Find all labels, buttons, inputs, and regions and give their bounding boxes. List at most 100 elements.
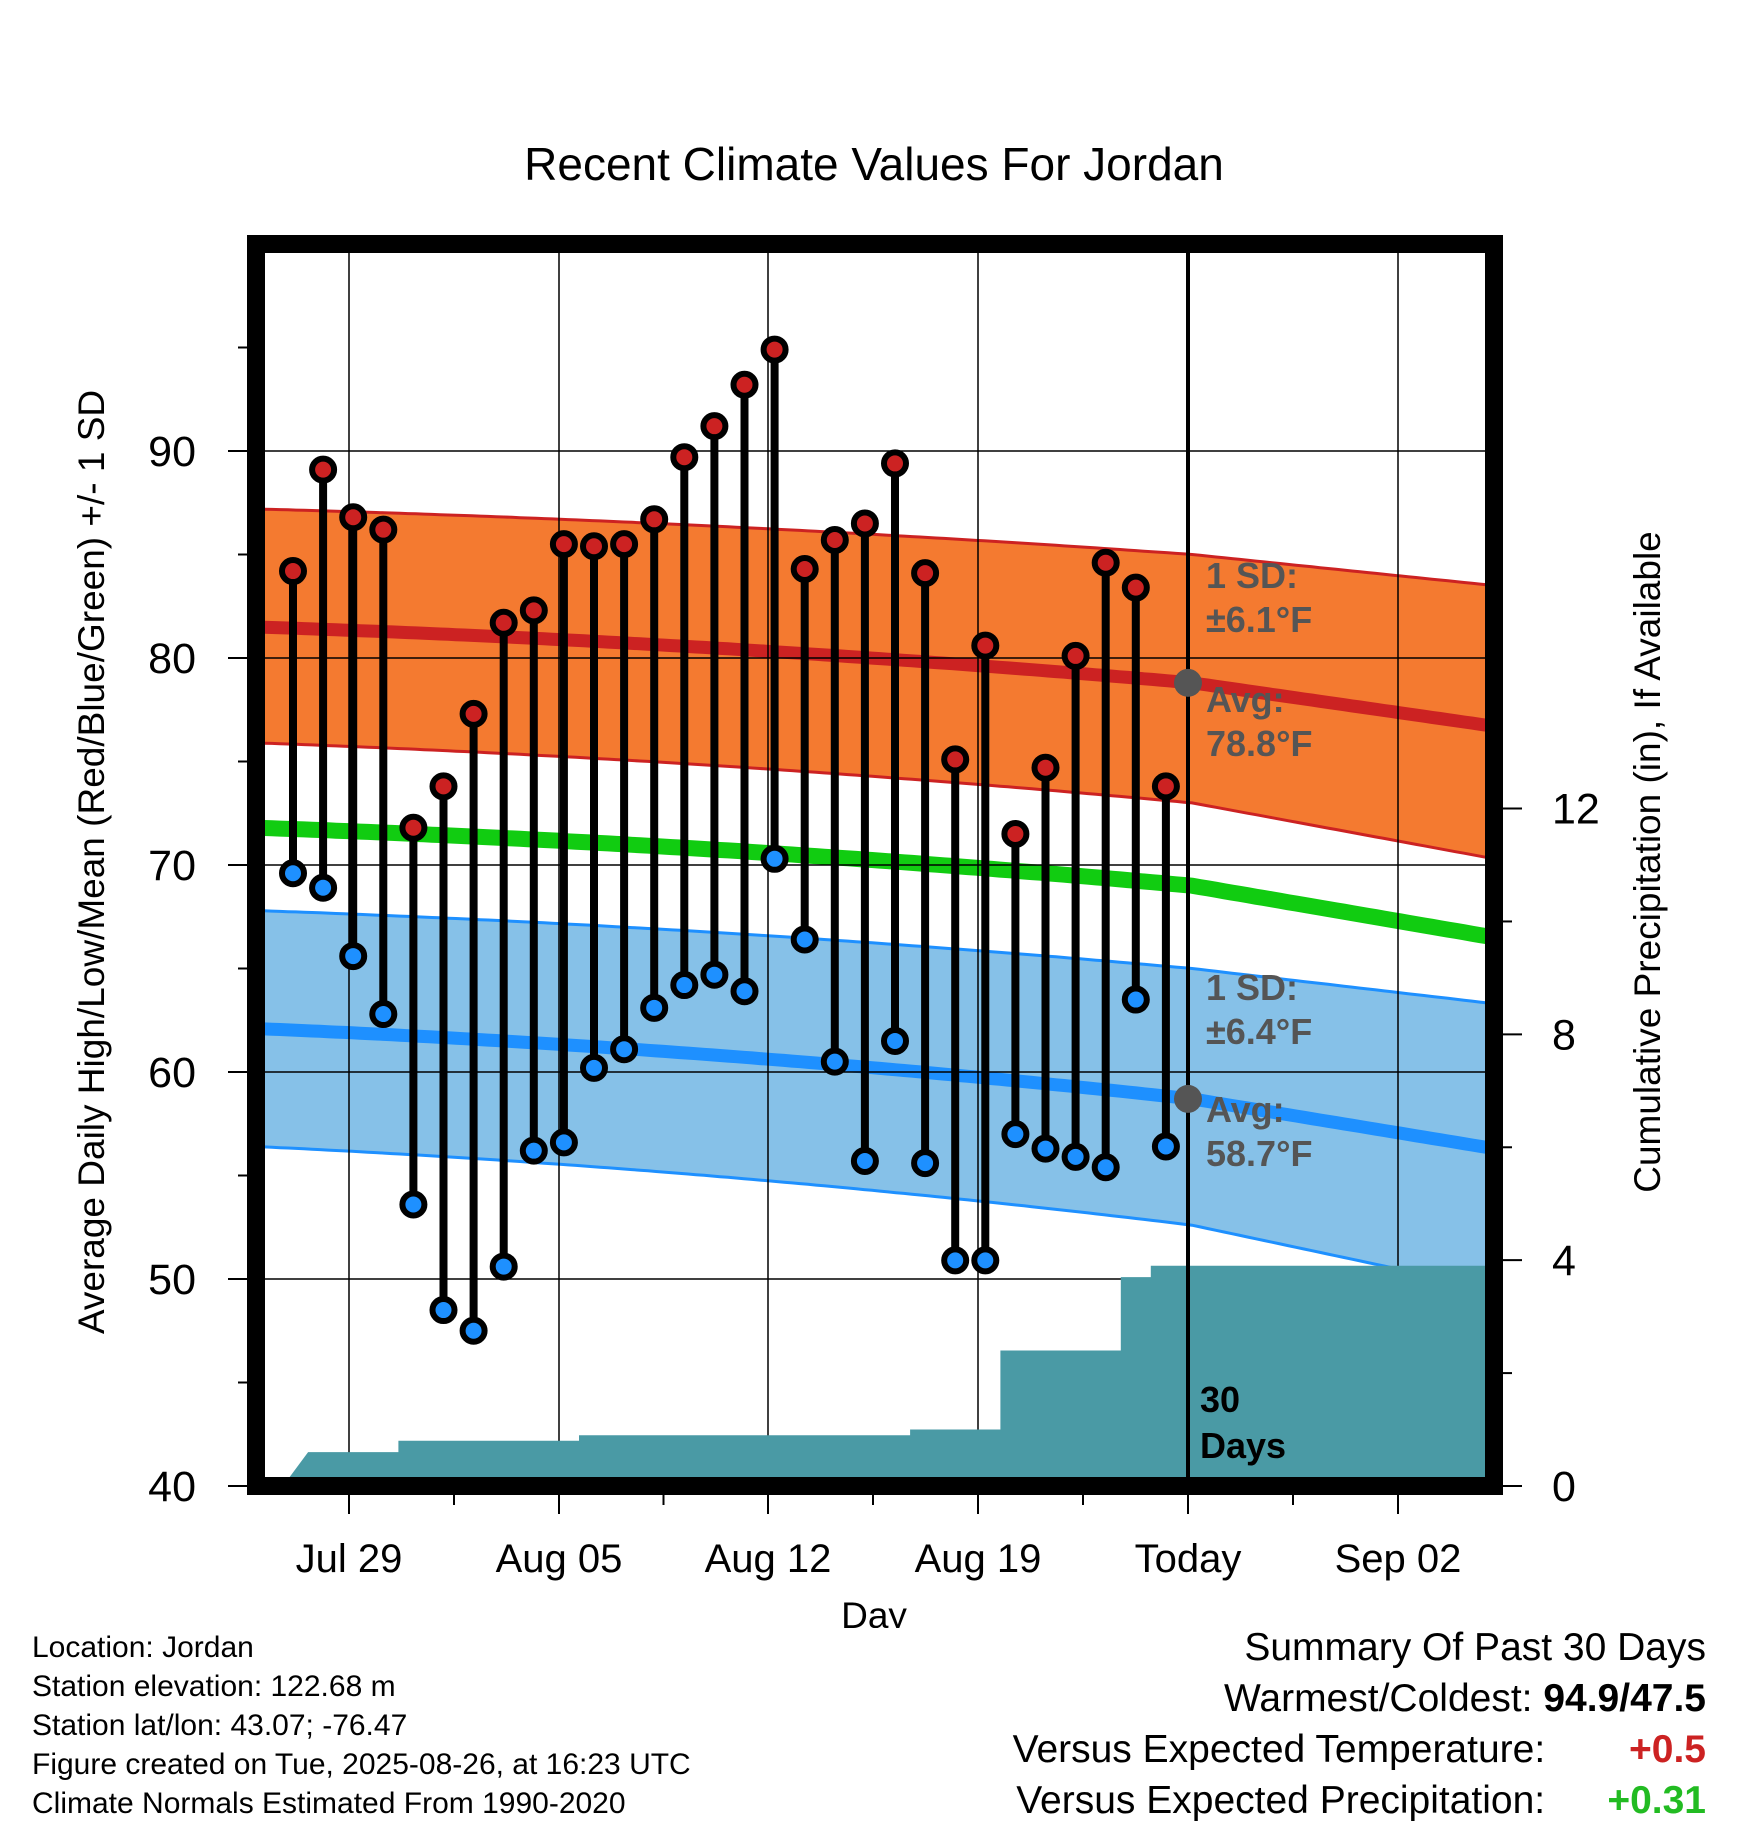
high-point xyxy=(1091,548,1120,577)
x-tick-label: Aug 12 xyxy=(705,1537,832,1581)
low-point xyxy=(549,1128,578,1157)
low-point xyxy=(399,1190,428,1219)
high-point xyxy=(489,608,518,637)
y-tick-label-right: 12 xyxy=(1552,786,1600,834)
x-tick-label: Aug 05 xyxy=(496,1537,623,1581)
low-point xyxy=(1121,985,1150,1014)
high-sd-upper-line xyxy=(256,507,1494,588)
low-point xyxy=(580,1053,608,1082)
high-point xyxy=(580,532,608,561)
temp-label: Versus Expected Temperature: xyxy=(1012,1728,1546,1771)
location-text: Location: Jordan xyxy=(32,1631,254,1664)
low-point xyxy=(911,1149,940,1178)
y-tick-label-left: 90 xyxy=(148,428,196,476)
low-point xyxy=(790,925,819,954)
high-point xyxy=(309,455,338,484)
high-point xyxy=(549,530,578,559)
warmest-value: 94.9/47.5 xyxy=(1543,1677,1706,1720)
today-low-avg-marker xyxy=(1174,1084,1202,1113)
low-point xyxy=(730,977,759,1006)
y-tick-label-left: 60 xyxy=(148,1049,196,1097)
low-point xyxy=(1151,1132,1180,1161)
high-point xyxy=(790,554,819,583)
low-point xyxy=(610,1035,639,1064)
low-avg-label: Avg: xyxy=(1206,1089,1285,1130)
high-sd-label: 1 SD: xyxy=(1206,555,1298,596)
high-point xyxy=(279,557,307,586)
low-point xyxy=(640,993,669,1022)
high-avg-label: Avg: xyxy=(1206,679,1285,720)
high-point xyxy=(850,509,879,538)
precip-label: Versus Expected Precipitation: xyxy=(1016,1779,1546,1822)
precip-area xyxy=(283,1265,1494,1486)
plot-frame xyxy=(247,235,1503,1495)
low-point xyxy=(459,1316,488,1345)
temp-value: +0.5 xyxy=(1629,1728,1706,1771)
high-point xyxy=(911,559,940,588)
summary-temp-row: Versus Expected Temperature: +0.5 xyxy=(1013,1724,1706,1775)
y-tick-label-right: 4 xyxy=(1552,1237,1576,1285)
high-sd-lower-line xyxy=(256,741,1494,861)
y-tick-label-right: 8 xyxy=(1552,1011,1576,1059)
high-point xyxy=(610,530,639,559)
low-point xyxy=(850,1147,879,1176)
axes: 40 50 60 70 80 90 0 4 8 12 Jul 29 Aug 05 Aug 12 Aug 1… xyxy=(148,235,1600,1581)
high-point xyxy=(730,370,759,399)
normals-text: Climate Normals Estimated From 1990-2020 xyxy=(32,1787,626,1820)
high-point xyxy=(369,515,398,544)
low-sd-lower-line xyxy=(256,1145,1494,1291)
elevation-text: Station elevation: 122.68 m xyxy=(32,1670,396,1703)
high-point xyxy=(640,505,669,534)
climate-chart: Recent Climate Values For Jordan 1 SD:±6… xyxy=(71,138,1668,1628)
x-tick-label: Today xyxy=(1135,1537,1242,1581)
y-tick-label-left: 70 xyxy=(148,842,196,890)
low-point xyxy=(1001,1120,1030,1149)
high-point xyxy=(1031,753,1060,782)
y-tick-label-left: 40 xyxy=(148,1463,196,1511)
y-tick-label-left: 50 xyxy=(148,1256,196,1304)
low-point xyxy=(941,1246,970,1275)
high-point xyxy=(1151,772,1180,801)
high-sd-value: ±6.1°F xyxy=(1206,599,1312,640)
low-point xyxy=(971,1246,1000,1275)
low-avg-value: 58.7°F xyxy=(1206,1133,1312,1174)
low-point xyxy=(309,873,338,902)
high-point xyxy=(459,699,488,728)
summary-warmest-row: Warmest/Coldest: 94.9/47.5 xyxy=(1013,1673,1706,1724)
high-point xyxy=(760,335,789,364)
x-tick-label: Aug 19 xyxy=(915,1537,1042,1581)
x-tick-label: Jul 29 xyxy=(296,1537,403,1581)
days-text-label: Days xyxy=(1200,1425,1286,1466)
high-point xyxy=(1121,573,1150,602)
warmest-label: Warmest/Coldest: xyxy=(1224,1677,1533,1720)
low-point xyxy=(760,844,789,873)
high-point xyxy=(700,412,729,441)
y-axis-label-left: Average Daily High/Low/Mean (Red/Blue/Gr… xyxy=(71,390,112,1334)
low-sd-value: ±6.4°F xyxy=(1206,1011,1312,1052)
low-point xyxy=(519,1136,548,1165)
high-point xyxy=(820,526,849,555)
y-tick-label-left: 80 xyxy=(148,635,196,683)
low-point xyxy=(700,960,729,989)
high-point xyxy=(971,631,1000,660)
low-point xyxy=(279,859,307,888)
low-point xyxy=(670,971,699,1000)
low-point xyxy=(820,1047,849,1076)
station-info: Location: Jordan Station elevation: 122.… xyxy=(32,1628,691,1823)
high-point xyxy=(339,503,368,532)
low-sd-upper-line xyxy=(256,909,1494,1006)
high-point xyxy=(941,745,970,774)
chart-title: Recent Climate Values For Jordan xyxy=(524,138,1224,190)
high-point xyxy=(1061,641,1090,670)
high-point xyxy=(1001,819,1030,848)
low-point xyxy=(369,1000,398,1029)
low-point xyxy=(339,942,368,971)
summary-title: Summary Of Past 30 Days xyxy=(1244,1626,1706,1669)
high-point xyxy=(399,813,428,842)
created-text: Figure created on Tue, 2025-08-26, at 16… xyxy=(32,1748,691,1781)
precip-value: +0.31 xyxy=(1607,1779,1706,1822)
low-point xyxy=(1031,1134,1060,1163)
low-avg-line xyxy=(256,1022,1494,1156)
